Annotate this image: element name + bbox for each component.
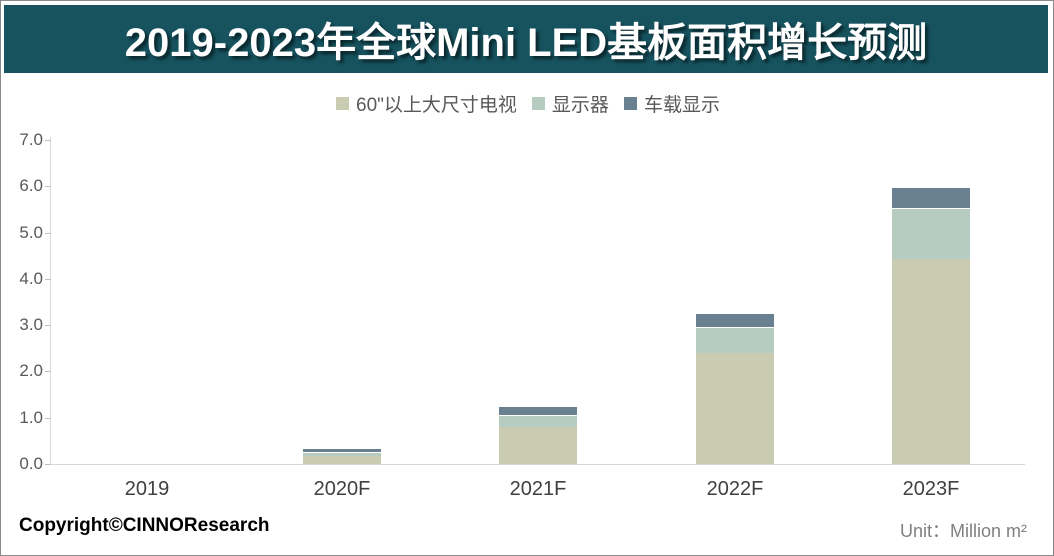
bar-segment-series0-2021F	[499, 427, 577, 464]
y-axis-tick-label: 2.0	[19, 361, 43, 381]
y-axis-tick-label: 6.0	[19, 176, 43, 196]
bar-segment-series2-2021F	[499, 407, 577, 415]
y-axis-tick-label: 1.0	[19, 407, 43, 427]
y-axis-tick-label: 0.0	[19, 454, 43, 473]
legend-label: 显示器	[551, 94, 609, 116]
y-axis-tick-label: 7.0	[19, 130, 43, 149]
legend-item-1: 显示器	[531, 90, 609, 117]
legend-swatch-icon	[336, 96, 350, 110]
y-axis-tick	[45, 464, 51, 465]
legend-label: 车载显示	[643, 94, 720, 116]
legend-item-0: 60"以上大尺寸电视	[336, 90, 517, 117]
y-axis-tick	[45, 186, 51, 187]
bar-segment-series1-2021F	[499, 416, 577, 427]
legend-item-2: 车载显示	[623, 90, 720, 117]
y-axis-tick-label: 5.0	[19, 222, 43, 242]
y-axis-tick	[45, 140, 51, 141]
page-title: 2019-2023年全球Mini LED基板面积增长预测	[124, 21, 928, 65]
y-axis-tick-label: 3.0	[19, 315, 43, 335]
chart-legend: 60"以上大尺寸电视 显示器 车载显示	[1, 90, 1054, 117]
y-axis-line	[50, 137, 51, 464]
bar-segment-series2-2022F	[696, 314, 774, 327]
unit-label: Unit：Million m²	[899, 521, 1027, 541]
bar-segment-series0-2020F	[303, 456, 381, 464]
legend-label: 60"以上大尺寸电视	[356, 94, 517, 116]
x-axis-category-label: 2020F	[313, 478, 371, 500]
bar-segment-series1-2022F	[696, 328, 774, 353]
x-axis-category-label: 2022F	[706, 478, 764, 500]
bar-segment-series1-2023F	[892, 209, 970, 259]
x-axis-category-label: 2023F	[902, 478, 960, 500]
bar-segment-series1-2020F	[303, 453, 381, 456]
y-axis-tick	[45, 233, 51, 234]
x-axis-category-label: 2021F	[509, 478, 567, 500]
legend-swatch-icon	[531, 96, 545, 110]
y-axis-tick	[45, 279, 51, 280]
bar-segment-series0-2023F	[892, 259, 970, 464]
bar-segment-series2-2020F	[303, 449, 381, 452]
y-axis-tick	[45, 325, 51, 326]
legend-swatch-icon	[623, 96, 637, 110]
y-axis-tick	[45, 371, 51, 372]
bar-segment-series0-2022F	[696, 353, 774, 464]
bar-segment-series2-2023F	[892, 188, 970, 208]
copyright-text: Copyright©CINNOResearch	[19, 515, 270, 536]
x-axis-category-label: 2019	[124, 478, 170, 500]
x-axis-line	[50, 464, 1025, 465]
title-bar: 2019-2023年全球Mini LED基板面积增长预测	[4, 5, 1048, 73]
y-axis-tick-label: 4.0	[19, 268, 43, 288]
y-axis-tick	[45, 418, 51, 419]
